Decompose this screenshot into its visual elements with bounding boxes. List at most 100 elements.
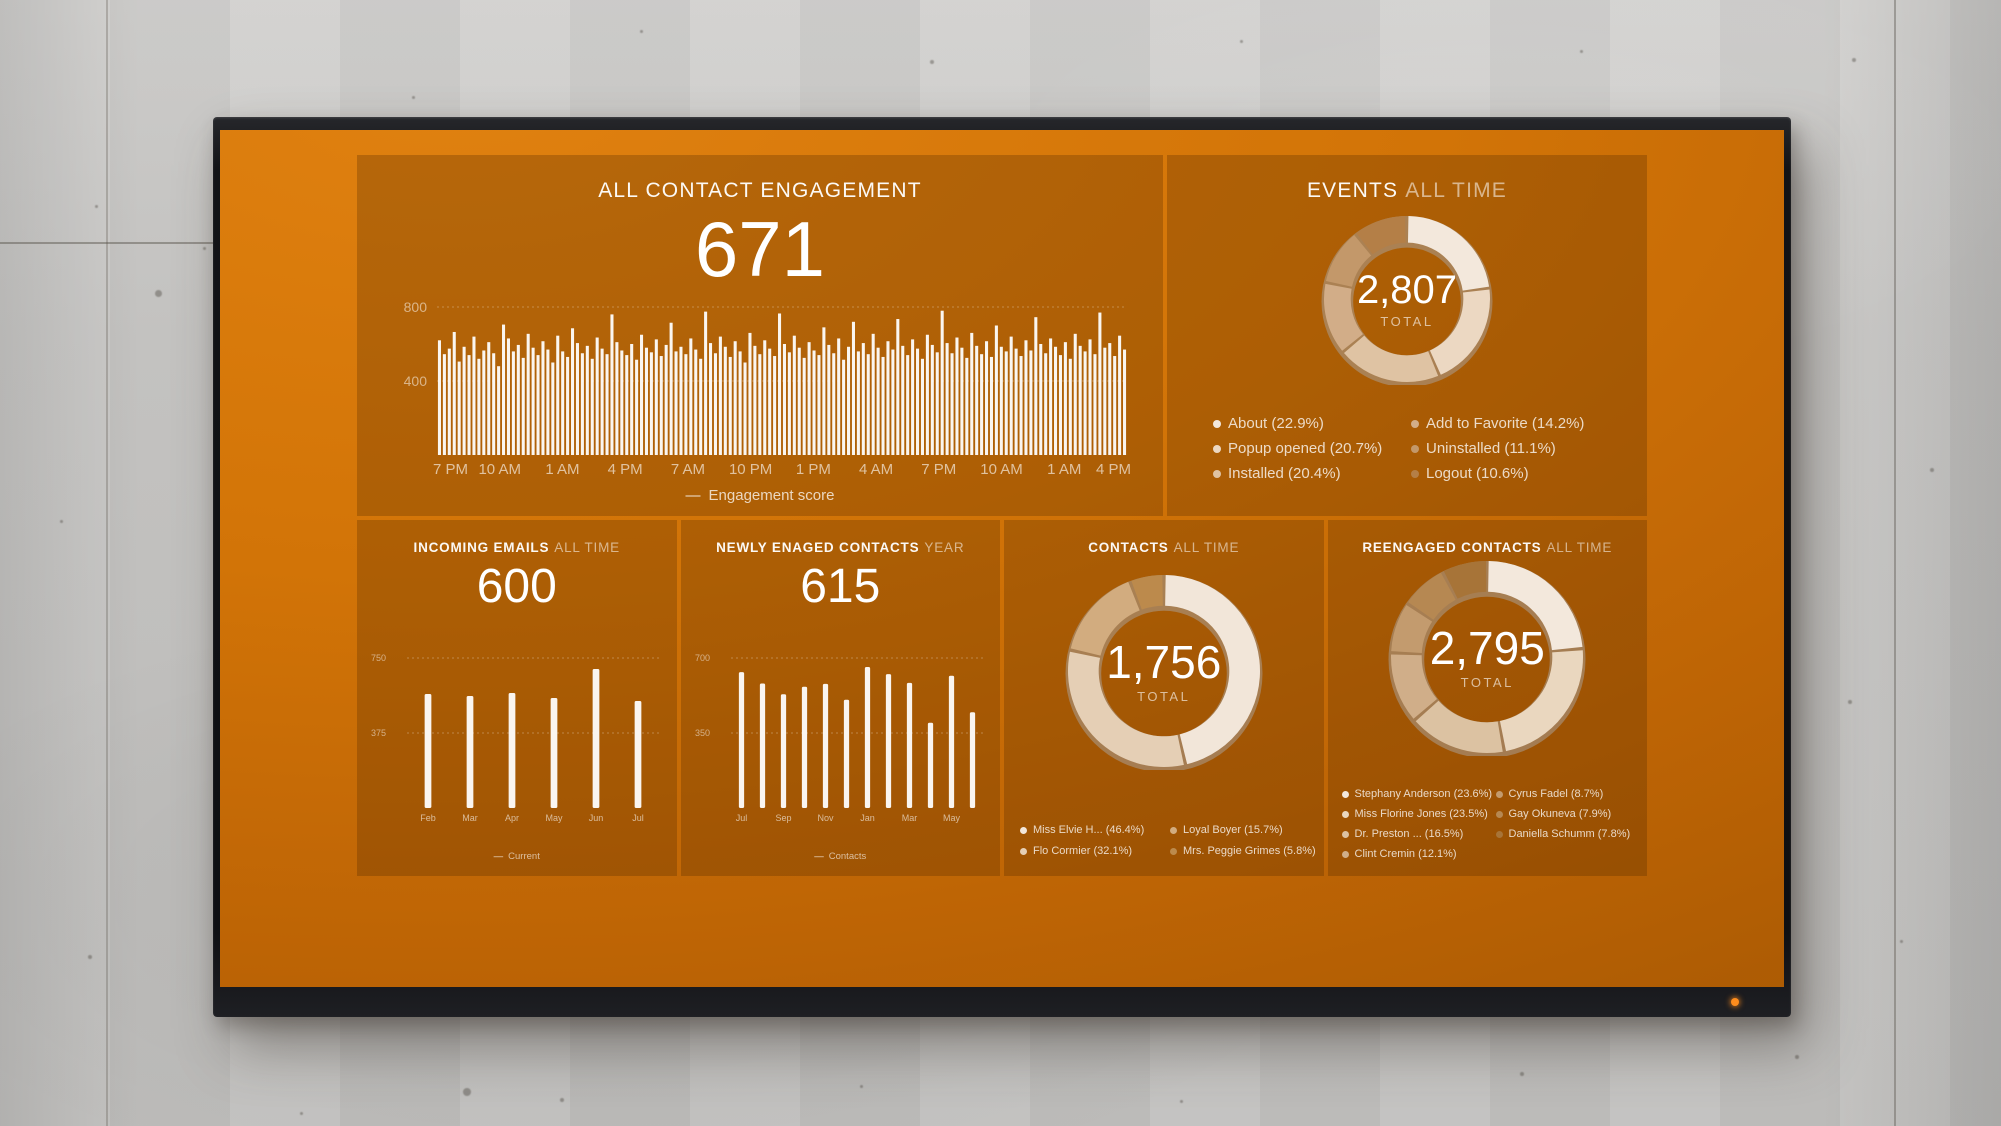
panel-period: ALL TIME [554, 540, 620, 555]
wall-hole [88, 955, 92, 959]
donut-center: 2,795 TOTAL [1388, 558, 1586, 756]
legend-label: Miss Florine Jones (23.5%) [1354, 808, 1488, 820]
svg-text:Jul: Jul [735, 813, 747, 823]
legend-dot-icon [1213, 444, 1221, 453]
panel-contacts: CONTACTS ALL TIME 1,756 TOTAL Miss Elvie … [1004, 520, 1324, 876]
incoming-emails-value: 600 [476, 560, 557, 613]
svg-text:1 AM: 1 AM [545, 461, 579, 478]
engagement-score-value: 671 [694, 205, 826, 293]
legend-item: Miss Elvie H... (46.4%) [1020, 824, 1170, 836]
svg-text:7 AM: 7 AM [671, 461, 705, 478]
legend-label: Add to Favorite (14.2%) [1426, 415, 1585, 432]
legend-label: Logout (10.6%) [1426, 465, 1529, 482]
wall-hole [860, 1085, 863, 1088]
svg-text:Sep: Sep [775, 813, 791, 823]
legend-item: Gay Okuneva (7.9%) [1495, 808, 1648, 820]
legend-column: Add to Favorite (14.2%) Uninstalled (11.1… [1411, 415, 1609, 490]
panel-title: NEWLY ENAGED CONTACTS YEAR [681, 540, 1001, 555]
svg-text:4 PM: 4 PM [1096, 461, 1131, 478]
engagement-bar-chart: 400 800 7 PM 10 AM 1 AM 4 PM 7 AM 10 PM 1 PM 4 AM… [385, 299, 1135, 479]
legend-dot-icon [1213, 469, 1221, 478]
wall-hole [463, 1088, 471, 1096]
legend-label: Clint Cremin (12.1%) [1354, 848, 1457, 860]
legend-dot-icon [1411, 469, 1419, 478]
legend-dot-icon [1495, 830, 1503, 838]
svg-text:750: 750 [371, 653, 386, 663]
legend-dot-icon [1213, 419, 1221, 428]
svg-text:4 AM: 4 AM [859, 461, 893, 478]
legend-item: Installed (20.4%) [1213, 465, 1411, 482]
panel-all-contact-engagement: ALL CONTACT ENGAGEMENT 671 400 800 7 PM 10 … [357, 155, 1163, 516]
panel-title-text: REENGAGED CONTACTS [1362, 540, 1542, 555]
wall-hole [640, 30, 643, 33]
incoming-emails-bar-chart: 375 750 Feb Mar Apr May Jun Jul [367, 652, 667, 832]
legend-item: Popup opened (20.7%) [1213, 440, 1411, 457]
legend-label: Loyal Boyer (15.7%) [1183, 824, 1283, 836]
svg-text:700: 700 [695, 653, 710, 663]
legend-dot-icon [1341, 830, 1349, 838]
panel-title-text: INCOMING EMAILS [413, 540, 550, 555]
panel-title-text: EVENTS [1306, 179, 1399, 202]
legend-item: Loyal Boyer (15.7%) [1170, 824, 1320, 836]
wall-hole [930, 60, 934, 64]
legend-dot-icon [1411, 444, 1419, 453]
panel-period: ALL TIME [1173, 540, 1240, 555]
svg-text:400: 400 [404, 373, 428, 389]
svg-text:1 PM: 1 PM [796, 461, 831, 478]
legend-label: Installed (20.4%) [1228, 465, 1341, 482]
legend-dot-icon [1341, 790, 1349, 798]
donut-center: 2,807 TOTAL [1321, 213, 1493, 385]
legend-dot-icon [1495, 810, 1503, 818]
legend-column: Loyal Boyer (15.7%) Mrs. Peggie Grimes (5… [1170, 824, 1320, 866]
panel-title: CONTACTS ALL TIME [1004, 540, 1324, 555]
wall-hole [1240, 40, 1243, 43]
svg-text:800: 800 [404, 301, 428, 315]
panel-title-text: ALL CONTACT ENGAGEMENT [598, 179, 922, 202]
legend-column: Miss Elvie H... (46.4%) Flo Cormier (32.1… [1020, 824, 1170, 866]
wall-hole [1180, 1100, 1183, 1103]
legend-dot-icon [1170, 847, 1177, 855]
newly-engaged-value: 615 [800, 560, 881, 613]
legend-item: Logout (10.6%) [1411, 465, 1609, 482]
legend-item: Clint Cremin (12.1%) [1341, 848, 1496, 860]
chart-legend: — Contacts [681, 851, 1001, 862]
legend-dash-icon: — [814, 851, 824, 862]
contacts-legend: Miss Elvie H... (46.4%) Flo Cormier (32.1… [1020, 824, 1320, 866]
legend-column: Stephany Anderson (23.6%) Miss Florine Jo… [1341, 788, 1496, 868]
svg-text:Feb: Feb [420, 813, 436, 823]
legend-label: Miss Elvie H... (46.4%) [1033, 824, 1145, 836]
legend-dot-icon [1341, 850, 1349, 858]
wall-hole [155, 290, 162, 297]
wall-joint-line [106, 0, 108, 1126]
dashboard-screen: ALL CONTACT ENGAGEMENT 671 400 800 7 PM 10 … [220, 130, 1784, 987]
legend-label: Flo Cormier (32.1%) [1033, 845, 1133, 857]
svg-text:Mar: Mar [462, 813, 478, 823]
legend-column: About (22.9%) Popup opened (20.7%) Install… [1213, 415, 1411, 490]
legend-label: Contacts [828, 851, 867, 862]
svg-text:Nov: Nov [817, 813, 834, 823]
svg-text:Apr: Apr [505, 813, 519, 823]
legend-label: Engagement score [708, 487, 835, 504]
wall-hole [95, 205, 98, 208]
legend-dot-icon [1341, 810, 1349, 818]
contacts-total-value: 1,756 [1106, 635, 1222, 688]
panel-title: EVENTS ALL TIME [1167, 179, 1647, 203]
legend-label: Cyrus Fadel (8.7%) [1508, 788, 1604, 800]
wall-hole [300, 1112, 303, 1115]
legend-item: About (22.9%) [1213, 415, 1411, 432]
panel-period: YEAR [924, 540, 965, 555]
legend-item: Flo Cormier (32.1%) [1020, 845, 1170, 857]
contacts-donut-chart: 1,756 TOTAL [1065, 572, 1263, 770]
svg-text:350: 350 [695, 728, 710, 738]
panel-incoming-emails: INCOMING EMAILS ALL TIME 600 375 750 Feb Mar… [357, 520, 677, 876]
legend-label: Stephany Anderson (23.6%) [1354, 788, 1493, 800]
panel-title: INCOMING EMAILS ALL TIME [357, 540, 677, 555]
legend-column: Cyrus Fadel (8.7%) Gay Okuneva (7.9%) Dani… [1495, 788, 1648, 868]
legend-item: Miss Florine Jones (23.5%) [1341, 808, 1496, 820]
wall-hole [203, 247, 206, 250]
legend-item: Cyrus Fadel (8.7%) [1495, 788, 1648, 800]
newly-engaged-bar-chart: 350 700 Jul Sep Nov Jan Mar May [691, 652, 991, 832]
wall-hole [560, 1098, 564, 1102]
events-legend: About (22.9%) Popup opened (20.7%) Install… [1213, 415, 1609, 490]
wall-joint-line [1894, 0, 1896, 1126]
